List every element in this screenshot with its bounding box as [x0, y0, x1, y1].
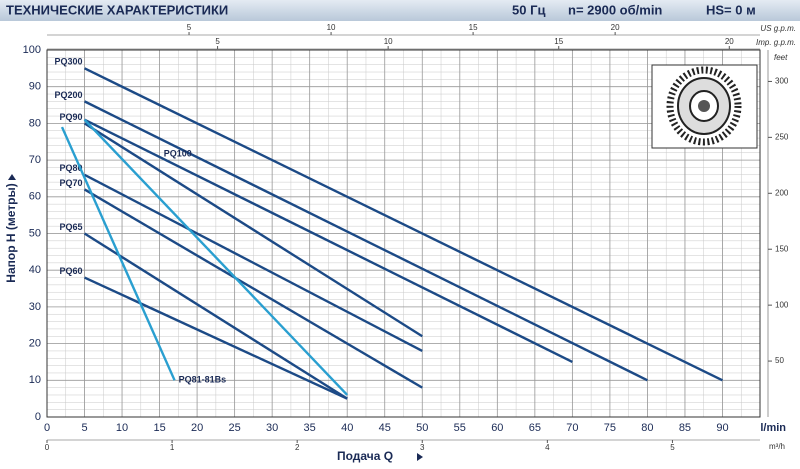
impeller-icon [651, 64, 758, 149]
x-tick-label: 10 [116, 422, 128, 434]
speed: n= 2900 об/min [568, 2, 662, 17]
curve-label: PQ81-81Bs [179, 375, 227, 385]
us-tick-label: 10 [327, 23, 336, 32]
imp-gpm-label: Imp. g.p.m. [756, 38, 796, 47]
y-tick-label: 50 [29, 227, 41, 239]
curve [60, 126, 176, 381]
m3h-tick-label: 2 [295, 443, 300, 452]
curve-label: PQ90 [60, 112, 83, 122]
y-tick-label: 20 [29, 338, 41, 350]
y-tick-label: 80 [29, 117, 41, 129]
curve-label: PQ100 [164, 148, 192, 158]
x-tick-label: 90 [716, 422, 728, 434]
curve [83, 118, 349, 396]
curve [83, 173, 423, 353]
curve-label: PQ300 [54, 57, 82, 67]
x-unit: l/min [760, 422, 786, 434]
curve [83, 122, 423, 338]
x-tick-label: 0 [44, 422, 50, 434]
y-tick-label: 60 [29, 191, 41, 203]
y-tick-label: 10 [29, 374, 41, 386]
feet-tick-label: 300 [775, 77, 789, 86]
feet-tick-label: 50 [775, 356, 784, 365]
m3h-tick-label: 5 [670, 443, 675, 452]
x-tick-label: 85 [679, 422, 691, 434]
feet-tick-label: 150 [775, 244, 789, 253]
curve [83, 188, 423, 389]
curve [84, 276, 348, 400]
m3h-tick-label: 4 [545, 443, 550, 452]
curve [83, 232, 348, 400]
us-tick-label: 15 [469, 23, 478, 32]
us-tick-label: 5 [187, 23, 192, 32]
feet-label: feet [774, 53, 788, 62]
x-tick-label: 20 [191, 422, 203, 434]
y-tick-label: 70 [29, 154, 41, 166]
curve-label: PQ70 [60, 178, 83, 188]
x-tick-label: 75 [604, 422, 616, 434]
x-tick-label: 30 [266, 422, 278, 434]
chart-title: ТЕХНИЧЕСКИЕ ХАРАКТЕРИСТИКИ [6, 2, 228, 17]
imp-tick-label: 5 [215, 37, 220, 46]
m3h-label: m³/h [769, 442, 785, 451]
plot: 0 5 10 15 20 25 30 35 40 45 50 55 60 65 70 75 80 85 900102… [23, 23, 789, 452]
feet-tick-label: 200 [775, 188, 789, 197]
y-arrow [8, 174, 16, 180]
y-tick-label: 90 [29, 81, 41, 93]
m3h-tick-label: 3 [420, 443, 425, 452]
imp-tick-label: 20 [725, 37, 734, 46]
x-tick-label: 65 [529, 422, 541, 434]
y-tick-label: 0 [35, 411, 41, 423]
x-arrow [417, 453, 423, 461]
curve-label: PQ60 [60, 266, 83, 276]
header-bar [0, 0, 800, 21]
m3h-tick-label: 0 [45, 443, 50, 452]
curve-label: PQ200 [54, 90, 82, 100]
x-tick-label: 80 [641, 422, 653, 434]
curve [83, 118, 573, 364]
x-tick-label: 35 [304, 422, 316, 434]
curve-label: PQ80 [60, 163, 83, 173]
y-tick-label: 40 [29, 264, 41, 276]
imp-tick-label: 15 [554, 37, 563, 46]
curve-label: PQ65 [60, 222, 83, 232]
x-tick-label: 40 [341, 422, 353, 434]
frequency: 50 Гц [512, 2, 545, 17]
y-axis-title: Напор H (метры) [4, 183, 18, 282]
x-tick-label: 5 [81, 422, 87, 434]
feet-tick-label: 100 [775, 300, 789, 309]
suction-head: HS= 0 м [706, 2, 756, 17]
imp-tick-label: 10 [384, 37, 393, 46]
us-tick-label: 20 [611, 23, 620, 32]
y-tick-label: 100 [23, 44, 41, 56]
curve [83, 100, 648, 382]
x-axis-title: Подача Q [337, 449, 393, 463]
m3h-tick-label: 1 [170, 443, 175, 452]
us-gpm-label: US g.p.m. [760, 24, 796, 33]
x-tick-label: 15 [153, 422, 165, 434]
x-tick-label: 60 [491, 422, 503, 434]
x-tick-label: 50 [416, 422, 428, 434]
x-tick-label: 55 [454, 422, 466, 434]
x-tick-label: 45 [379, 422, 391, 434]
y-tick-label: 30 [29, 301, 41, 313]
x-tick-label: 70 [566, 422, 578, 434]
x-tick-label: 25 [229, 422, 241, 434]
curve [83, 67, 724, 382]
plot-frame [46, 49, 761, 418]
feet-tick-label: 250 [775, 132, 789, 141]
